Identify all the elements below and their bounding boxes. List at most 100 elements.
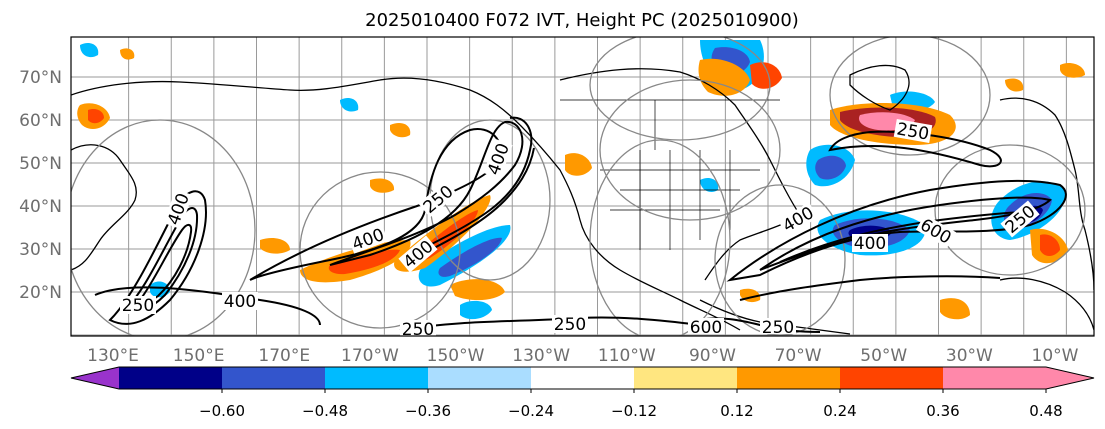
figure-title: 2025010400 F072 IVT, Height PC (20250109… — [365, 10, 799, 31]
contour-line — [108, 190, 207, 325]
contour-line — [739, 275, 1001, 301]
contour-label-bg — [1000, 200, 1040, 238]
contour-label-bg — [552, 315, 588, 333]
contour-label-bg — [398, 235, 438, 273]
contour-label-bg — [348, 224, 388, 254]
contour-label-bg — [688, 318, 724, 334]
ivt-negative-region — [150, 281, 170, 298]
ivt-positive-region — [450, 279, 505, 301]
colorbar-tick-label: −0.60 — [199, 402, 245, 420]
ivt-positive-region — [565, 153, 592, 176]
ivt-negative-region — [80, 43, 99, 58]
contour-label-bg — [915, 214, 957, 248]
contour-label-bg — [222, 292, 258, 310]
grey-circle — [589, 37, 771, 141]
colorbar-tick-label: 0.48 — [1029, 402, 1062, 420]
ivt-positive-region — [940, 298, 970, 320]
coastline-east-asia — [71, 144, 137, 271]
grey-circle — [71, 119, 256, 336]
colorbar-tick-label: 0.12 — [720, 402, 753, 420]
contour-label: 400 — [854, 234, 886, 254]
ivt-positive-region — [120, 48, 135, 60]
colorbar-tick-label: 0.24 — [823, 402, 856, 420]
longitude-tick-labels: 130°E 150°E 170°E 170°W 150°W 130°W 110°W 90°W 7… — [87, 346, 1079, 366]
ivt-negative-region — [815, 155, 846, 180]
ivt-negative-region — [460, 300, 492, 320]
contour-label: 250 — [554, 315, 586, 335]
latitude-tick-label: 70°N — [19, 68, 62, 88]
ivt-positive-region — [1005, 78, 1024, 92]
ivt-positive-region — [750, 62, 782, 89]
longitude-tick-label: 170°E — [258, 346, 310, 366]
colorbar-tick-label: −0.36 — [405, 402, 451, 420]
coastline-west-north-america — [519, 124, 741, 331]
contour-labels: 250 400 400 400 250 400 400 250 250 250 … — [120, 119, 1040, 340]
longitude-tick-label: 130°W — [512, 346, 570, 366]
colorbar-segment — [737, 367, 841, 389]
contour-line — [123, 207, 199, 313]
longitude-tick-label: 110°W — [598, 346, 656, 366]
contour-label-bg — [760, 318, 796, 334]
longitude-tick-label: 50°W — [860, 346, 907, 366]
contour-label-bg — [163, 189, 193, 229]
coastline-western-europe — [999, 97, 1094, 291]
colorbar-tick-label: −0.24 — [508, 402, 554, 420]
colorbar-tick-labels: −0.60 −0.48 −0.36 −0.24 −0.12 0.12 0.24 0.36 0.4… — [199, 389, 1063, 420]
colorbar-tick-label: −0.48 — [302, 402, 348, 420]
colorbar-segment — [840, 367, 944, 389]
ivt-positive-region — [328, 249, 400, 275]
grey-circle — [714, 184, 846, 336]
contour-label: 400 — [224, 292, 256, 312]
longitude-tick-label: 10°W — [1032, 346, 1079, 366]
colorbar-tick-label: 0.36 — [926, 402, 959, 420]
ivt-positive-region — [370, 178, 395, 193]
grey-circle — [589, 139, 731, 336]
contour-label-bg — [893, 119, 933, 143]
grey-circle — [599, 79, 781, 221]
contour-label-bg — [418, 180, 458, 218]
latitude-tick-label: 20°N — [19, 283, 62, 303]
contour-label-bg — [400, 320, 436, 336]
colorbar-extend-max — [943, 367, 1094, 389]
colorbar-segment — [119, 367, 223, 389]
ivt-positive-region — [260, 238, 290, 254]
ivt-negative-region — [438, 237, 502, 277]
grey-circle — [829, 37, 991, 156]
coastline-north-africa — [999, 277, 1094, 331]
colorbar — [70, 366, 1095, 390]
contour-line — [399, 116, 533, 261]
coastline-arctic-asia-alaska — [71, 77, 521, 126]
latitude-tick-labels: 70°N 60°N 50°N 40°N 30°N 20°N — [19, 68, 62, 303]
coastlines — [71, 64, 1094, 335]
longitude-tick-label: 90°W — [689, 346, 736, 366]
latitude-tick-label: 50°N — [19, 154, 62, 174]
contour-label-bg — [777, 202, 819, 236]
latitude-tick-label: 30°N — [19, 240, 62, 260]
colorbar-segment — [325, 367, 429, 389]
contour-label: 250 — [402, 320, 434, 340]
colorbar-outline — [70, 366, 1095, 390]
contour-label-bg — [483, 139, 513, 179]
latitude-tick-label: 60°N — [19, 111, 62, 131]
contour-label: 250 — [762, 318, 794, 338]
longitude-tick-label: 150°E — [173, 346, 225, 366]
contour-label-bg — [852, 234, 888, 252]
colorbar-segment — [634, 367, 738, 389]
contour-label-bg — [120, 296, 156, 314]
colorbar-tick-label: −0.12 — [611, 402, 657, 420]
ivt-negative-region — [700, 178, 719, 192]
contour-label: 250 — [122, 296, 154, 316]
longitude-tick-label: 170°W — [341, 346, 399, 366]
coastline-east-north-america — [559, 68, 801, 281]
longitude-tick-label: 130°E — [87, 346, 139, 366]
map-panel: 250 400 400 400 250 400 400 250 250 250 … — [71, 37, 1094, 340]
contour-line — [828, 130, 1002, 168]
ivt-positive-region — [1060, 63, 1085, 78]
ivt-anomaly-shading — [77, 40, 1085, 320]
us-canada-state-borders — [560, 99, 780, 250]
latitude-tick-label: 40°N — [19, 197, 62, 217]
coastline-greenland — [849, 64, 910, 111]
colorbar-segment — [222, 367, 326, 389]
grey-circle — [299, 171, 461, 329]
